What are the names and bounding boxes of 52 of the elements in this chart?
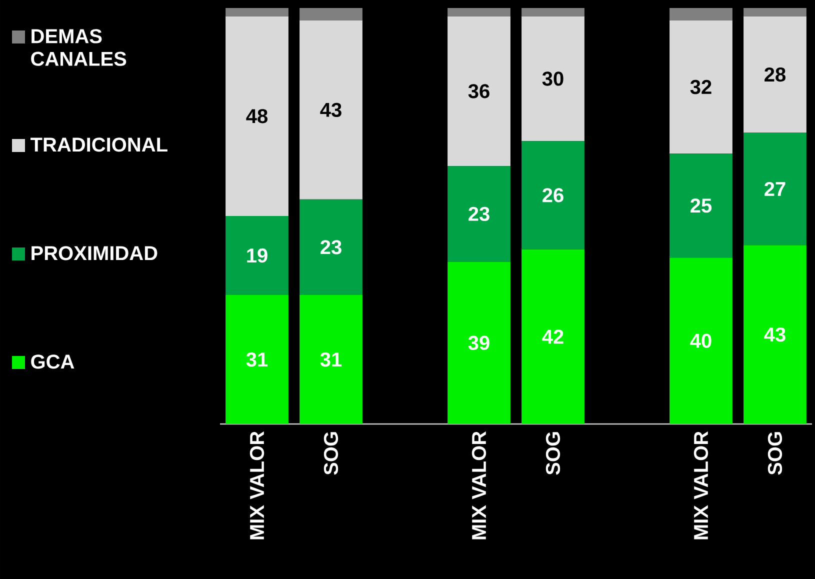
bar bbox=[448, 166, 510, 262]
x-tick-label: MIX VALOR bbox=[694, 431, 708, 540]
bar bbox=[300, 295, 362, 424]
data-label: 26 bbox=[542, 188, 564, 202]
bar bbox=[670, 154, 732, 258]
x-tick-label: MIX VALOR bbox=[250, 431, 264, 540]
data-label: 28 bbox=[764, 67, 786, 82]
bar bbox=[670, 8, 732, 20]
bar bbox=[522, 8, 584, 16]
bar bbox=[744, 245, 806, 424]
bar bbox=[448, 16, 510, 166]
bar bbox=[448, 8, 510, 16]
x-tick-label: SOG bbox=[324, 432, 338, 475]
bar bbox=[226, 8, 288, 16]
data-label: 19 bbox=[247, 248, 268, 263]
legend-label: GCA bbox=[31, 354, 74, 369]
x-tick-label: SOG bbox=[546, 432, 560, 475]
bar bbox=[226, 295, 288, 424]
legend-label: TRADICIONAL bbox=[30, 138, 168, 152]
data-label: 31 bbox=[246, 352, 268, 367]
data-label: 30 bbox=[542, 72, 564, 86]
bar bbox=[522, 249, 584, 424]
legend-label: PROXIMIDAD bbox=[32, 246, 158, 260]
bar bbox=[670, 258, 732, 424]
bar bbox=[522, 141, 584, 250]
bar bbox=[300, 199, 362, 296]
bar bbox=[448, 262, 510, 424]
data-label: 23 bbox=[468, 206, 490, 222]
bar bbox=[744, 132, 806, 246]
data-label: 43 bbox=[320, 102, 342, 118]
data-label: 23 bbox=[320, 240, 342, 254]
bar bbox=[744, 16, 806, 133]
bar bbox=[226, 16, 288, 216]
legend-label: DEMAS CANALES bbox=[31, 29, 126, 66]
bar bbox=[670, 20, 732, 154]
bar bbox=[300, 20, 362, 200]
data-label: 42 bbox=[542, 330, 564, 344]
data-label: 32 bbox=[690, 80, 712, 94]
x-tick-label: SOG bbox=[768, 432, 782, 475]
data-label: 25 bbox=[690, 198, 712, 213]
bar bbox=[300, 8, 362, 20]
bar bbox=[744, 8, 806, 16]
data-label: 31 bbox=[320, 352, 342, 367]
data-label: 43 bbox=[764, 327, 786, 342]
bar bbox=[226, 216, 288, 296]
x-tick-label: MIX VALOR bbox=[472, 431, 486, 540]
data-label: 36 bbox=[468, 84, 490, 98]
data-label: 27 bbox=[764, 182, 786, 196]
data-label: 39 bbox=[468, 336, 490, 350]
data-label: 40 bbox=[690, 334, 712, 348]
bar bbox=[522, 16, 584, 142]
data-label: 48 bbox=[246, 109, 268, 124]
